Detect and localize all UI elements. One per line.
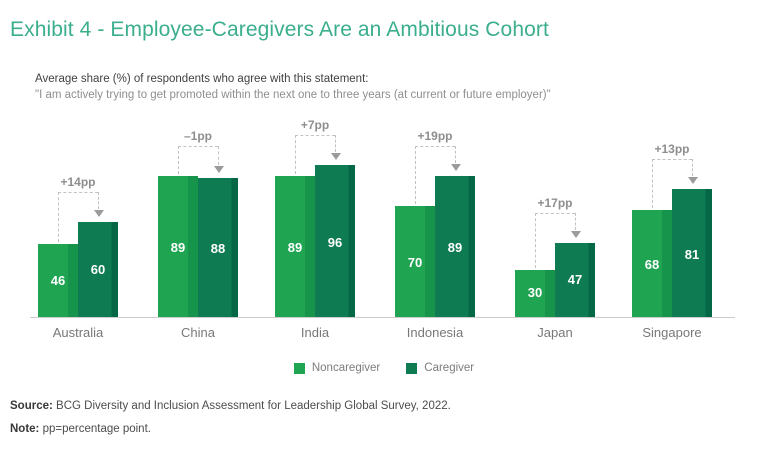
delta-label: –1pp [183,129,212,143]
delta-bracket-top-line [535,213,575,214]
delta-bracket-left-line [535,213,536,268]
category-label: Indonesia [406,325,464,340]
delta-arrow-icon [331,153,341,160]
caregiver-bar [315,165,355,317]
delta-arrow-icon [451,164,461,171]
noncaregiver-value-label: 89 [170,240,186,256]
note-label: Note: [10,423,40,435]
noncaregiver-value-label: 30 [527,285,543,301]
subtitle-statement-intro: Average share (%) of respondents who agr… [35,73,369,85]
delta-bracket-left-line [58,192,59,242]
caregiver-bar [672,189,712,317]
caregiver-bar [435,176,475,317]
legend-item-noncaregiver: Noncaregiver [293,362,381,374]
delta-bracket-right-line [98,192,99,209]
delta-bracket-right-line [218,146,219,165]
delta-bracket-left-line [178,146,179,174]
legend-item-caregiver: Caregiver [406,362,474,374]
delta-bracket-top-line [58,192,98,193]
legend-label: Caregiver [424,362,475,374]
legend-swatch-icon [406,362,418,374]
caregiver-value-label: 60 [90,262,106,278]
category-label: Singapore [642,325,702,340]
noncaregiver-value-label: 46 [50,272,66,288]
caregiver-bar [555,243,595,317]
delta-bracket-top-line [178,146,218,147]
delta-bracket-top-line [652,159,692,160]
caregiver-bar [198,178,238,317]
grouped-bar-chart: 46 60 Australia +14pp 89 88 China –1pp 89 96 India… [30,118,735,350]
delta-bracket-top-line [415,146,455,147]
noncaregiver-bar [38,244,78,317]
delta-bracket-right-line [575,213,576,230]
noncaregiver-bar [158,176,198,317]
delta-arrow-icon [571,231,581,238]
category-label: China [181,325,215,340]
delta-label: +13pp [654,142,690,156]
source-text: BCG Diversity and Inclusion Assessment f… [52,400,451,412]
delta-bracket-top-line [295,135,335,136]
delta-arrow-icon [214,166,224,173]
delta-bracket-left-line [415,146,416,204]
x-axis-line [30,317,735,318]
category-label: Australia [52,325,104,340]
chart-subtitle: Average share (%) of respondents who agr… [35,72,551,103]
noncaregiver-value-label: 89 [287,240,303,256]
category-label: India [300,325,330,340]
source-label: Source: [10,400,53,412]
subtitle-statement-quote: "I am actively trying to get promoted wi… [35,88,551,101]
legend-label: Noncaregiver [311,362,381,374]
noncaregiver-bar [275,176,315,317]
exhibit-title: Exhibit 4 - Employee-Caregivers Are an A… [10,18,549,41]
delta-bracket-right-line [335,135,336,152]
delta-bracket-left-line [652,159,653,208]
caregiver-value-label: 81 [684,246,700,262]
caregiver-value-label: 89 [447,240,463,256]
delta-bracket-left-line [295,135,296,174]
legend-swatch-icon [293,362,305,374]
chart-legend: Noncaregiver Caregiver [0,360,768,376]
delta-label: +7pp [300,118,330,132]
noncaregiver-value-label: 70 [407,254,423,270]
caregiver-bar [78,222,118,317]
note-line: Note: pp=percentage point. [10,423,151,435]
caregiver-value-label: 88 [210,241,226,257]
delta-label: +14pp [60,175,96,189]
note-text: pp=percentage point. [39,423,151,435]
caregiver-value-label: 47 [567,272,583,288]
noncaregiver-bar [395,206,435,317]
noncaregiver-value-label: 68 [644,256,660,272]
delta-label: +19pp [417,129,453,143]
delta-arrow-icon [94,210,104,217]
noncaregiver-bar [632,210,672,317]
delta-bracket-right-line [455,146,456,163]
category-label: Japan [537,325,573,340]
noncaregiver-bar [515,270,555,317]
delta-label: +17pp [537,196,573,210]
caregiver-value-label: 96 [327,235,343,251]
source-line: Source: BCG Diversity and Inclusion Asse… [10,400,451,412]
delta-bracket-right-line [692,159,693,176]
delta-arrow-icon [688,177,698,184]
